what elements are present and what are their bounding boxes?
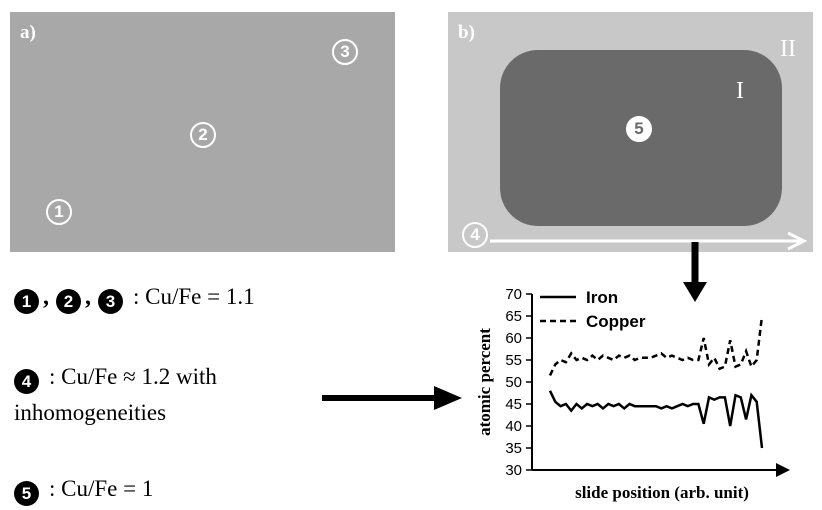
series-line-iron bbox=[548, 390, 764, 449]
note-line-1: 1,2,3: Cu/Fe = 1.1 bbox=[14, 284, 255, 314]
y-tick-label: 30 bbox=[505, 462, 522, 479]
y-tick-label: 65 bbox=[505, 308, 522, 325]
scan-line-arrow bbox=[490, 231, 808, 251]
down-arrow bbox=[683, 242, 707, 302]
y-tick-label: 35 bbox=[505, 440, 522, 457]
right-arrow bbox=[322, 386, 462, 410]
bullet-3: 3 bbox=[98, 289, 123, 314]
bullet-5: 5 bbox=[14, 481, 39, 506]
region-ii-label: II bbox=[780, 36, 796, 62]
marker-1: 1 bbox=[46, 199, 72, 225]
marker-4: 4 bbox=[462, 222, 488, 248]
y-tick-label: 60 bbox=[505, 330, 522, 347]
marker-2: 2 bbox=[190, 122, 216, 148]
y-axis-label: atomic percent bbox=[475, 328, 494, 436]
note-line-2b: inhomogeneities bbox=[14, 400, 167, 425]
region-i: I 5 bbox=[500, 50, 782, 226]
y-tick-label: 50 bbox=[505, 374, 522, 391]
bullet-1: 1 bbox=[14, 289, 39, 314]
bullet-4: 4 bbox=[14, 369, 39, 394]
series-line-copper bbox=[548, 315, 764, 376]
panel-a-image: a) 1 2 3 bbox=[10, 12, 395, 252]
y-tick-label: 45 bbox=[505, 396, 522, 413]
note-3-text: : Cu/Fe = 1 bbox=[49, 476, 154, 501]
note-line-3: 5 : Cu/Fe = 1 bbox=[14, 476, 153, 506]
note-line-2: 4 : Cu/Fe ≈ 1.2 with bbox=[14, 364, 217, 394]
panel-b-image: b) II I 5 4 bbox=[448, 12, 813, 252]
marker-5: 5 bbox=[626, 116, 652, 142]
x-axis-arrowhead bbox=[776, 463, 790, 477]
composition-chart: 30 35 40 45 50 55 60 65 70 Iron Copper atomic pe… bbox=[475, 286, 790, 502]
note-1-text: : Cu/Fe = 1.1 bbox=[133, 284, 255, 309]
bullet-2: 2 bbox=[56, 289, 81, 314]
y-tick-label: 40 bbox=[505, 418, 522, 435]
chart-lines bbox=[548, 315, 764, 449]
legend-iron-label: Iron bbox=[586, 288, 618, 307]
legend-copper-label: Copper bbox=[586, 312, 646, 331]
region-i-label: I bbox=[736, 78, 744, 104]
panel-a-label: a) bbox=[20, 22, 36, 43]
y-tick-label: 55 bbox=[505, 352, 522, 369]
panel-b-label: b) bbox=[458, 22, 475, 43]
marker-3: 3 bbox=[332, 39, 358, 65]
x-axis-label: slide position (arb. unit) bbox=[575, 483, 749, 502]
y-axis-ticks: 30 35 40 45 50 55 60 65 70 bbox=[505, 286, 532, 479]
note-2-text: : Cu/Fe ≈ 1.2 with bbox=[49, 364, 217, 389]
y-tick-label: 70 bbox=[505, 286, 522, 303]
